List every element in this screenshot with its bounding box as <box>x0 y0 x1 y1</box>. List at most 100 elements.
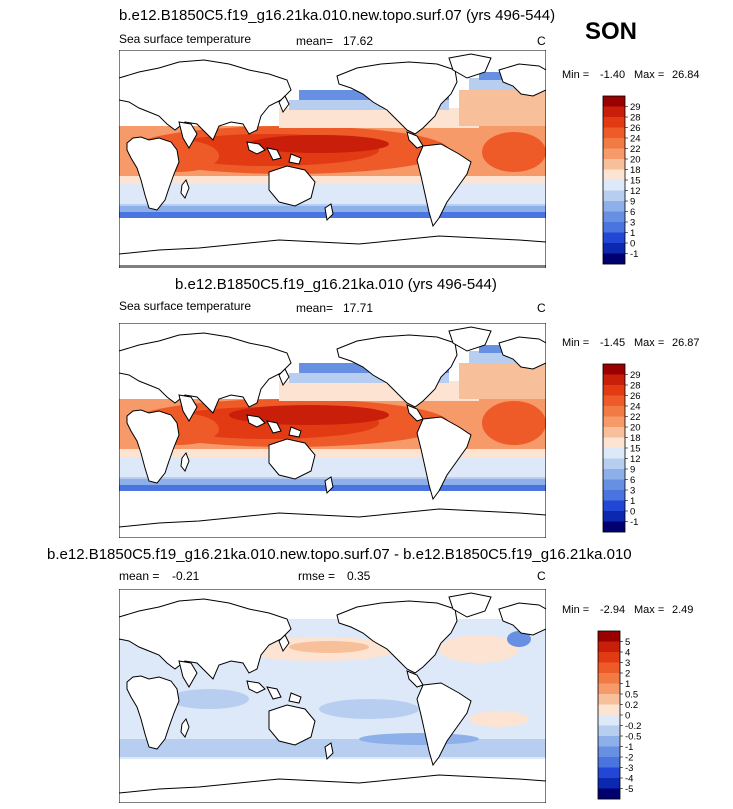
panel2-colorbar-box <box>603 479 625 491</box>
panel2-colorbar-tick-label: 9 <box>630 465 635 476</box>
panel2-mean-label: mean= <box>296 301 334 315</box>
panel3-colorbar-box <box>598 683 620 695</box>
panel3-rmse-label: rmse = <box>298 569 336 583</box>
panel1-max-label: Max = <box>634 69 665 81</box>
panel1-colorbar-tick-label: 15 <box>630 176 641 187</box>
panel3-colorbar-box <box>598 715 620 726</box>
panel1-colorbar-tick-label: 0 <box>630 239 635 250</box>
panel3-colorbar-tick-label: -2 <box>625 753 633 764</box>
panel2-units: C <box>537 301 546 315</box>
panel2-colorbar-tick-label: 24 <box>630 402 641 413</box>
panel3-colorbar-box <box>598 725 620 737</box>
panel1-colorbar-box <box>603 148 625 160</box>
panel3-colorbar-box <box>598 778 620 789</box>
panel2-colorbar-tick-label: 12 <box>630 454 641 465</box>
panel3-colorbar-tick-label: 0.5 <box>625 690 638 701</box>
panel1-mean-value: 17.62 <box>343 34 374 48</box>
panel1-colorbar-box <box>603 169 625 181</box>
panel2-colorbar-box <box>603 448 625 459</box>
panel2-colorbar-tick-label: 3 <box>630 486 635 497</box>
panel1-colorbar-tick-label: -1 <box>630 249 638 260</box>
panel1-colorbar-tick-label: 3 <box>630 218 635 229</box>
panel3-colorbar-tick-label: 2 <box>625 669 630 680</box>
panel1-map <box>119 50 546 268</box>
panel3-colorbar-tick-label: -1 <box>625 742 633 753</box>
panel2-colorbar-tick-label: 0 <box>630 507 635 518</box>
panel2-colorbar-tick-label: 18 <box>630 433 641 444</box>
panel3-colorbar-box <box>598 746 620 758</box>
panel2-colorbar-tick-label: 15 <box>630 444 641 455</box>
panel1-colorbar-box <box>603 222 625 233</box>
panel1-colorbar-tick-label: 1 <box>630 228 635 239</box>
panel1-colorbar-tick-label: 9 <box>630 197 635 208</box>
panel2-colorbar-tick-label: 6 <box>630 475 635 486</box>
panel2-colorbar-box <box>603 521 625 533</box>
panel3-colorbar-box <box>598 641 620 653</box>
panel2-colorbar-box <box>603 458 625 470</box>
panel3-colorbar-box <box>598 631 620 642</box>
panel1-min-value: -1.40 <box>600 69 626 81</box>
panel3-colorbar-tick-label: 1 <box>625 679 630 690</box>
panel3-rmse-value: 0.35 <box>347 569 371 583</box>
panel2-colorbar-tick-label: -1 <box>630 517 638 528</box>
panel3-max-label: Max = <box>634 604 665 616</box>
panel1-colorbar-box <box>603 243 625 254</box>
panel3-units: C <box>537 569 546 583</box>
panel1-units: C <box>537 34 546 48</box>
panel3-colorbar-tick-label: -0.2 <box>625 721 641 732</box>
panel3-title: b.e12.B1850C5.f19_g16.21ka.010.new.topo.… <box>47 546 632 563</box>
panel3-colorbar-box <box>598 704 620 716</box>
panel2-colorbar-tick-label: 20 <box>630 423 641 434</box>
panel3-colorbar-box <box>598 757 620 768</box>
panel2-max-label: Max = <box>634 337 665 349</box>
panel1-colorbar-box <box>603 180 625 191</box>
panel3-colorbar-tick-label: 0 <box>625 711 630 722</box>
panel3-min-value: -2.94 <box>600 604 626 616</box>
panel3-colorbar-tick-label: -3 <box>625 763 633 774</box>
panel3-colorbar-box <box>598 694 620 705</box>
panel1-colorbar-box <box>603 96 625 107</box>
panel1-max-value: 26.84 <box>672 69 700 81</box>
panel3-colorbar-tick-label: 4 <box>625 648 630 659</box>
panel3-colorbar-tick-label: -0.5 <box>625 732 641 743</box>
panel1-colorbar-box <box>603 138 625 149</box>
panel1-mean-label: mean= <box>296 34 334 48</box>
panel1-colorbar-box <box>603 232 625 244</box>
panel2-colorbar-box <box>603 385 625 396</box>
panel2-title: b.e12.B1850C5.f19_g16.21ka.010 (yrs 496-… <box>175 276 497 293</box>
panel1-min-label: Min = <box>562 69 590 81</box>
panel2-colorbar-box <box>603 416 625 428</box>
panel3-mean-value: -0.21 <box>172 569 200 583</box>
panel1-colorbar-box <box>603 117 625 128</box>
panel3-colorbar-box <box>598 662 620 674</box>
panel2-min-label: Min = <box>562 337 590 349</box>
panel2-min-value: -1.45 <box>600 337 626 349</box>
panel2-max-value: 26.87 <box>672 337 700 349</box>
panel2-colorbar-box <box>603 364 625 375</box>
panel3-colorbar-box <box>598 673 620 684</box>
panel2-colorbar-tick-label: 29 <box>630 370 641 381</box>
panel1-colorbar-tick-label: 26 <box>630 123 641 134</box>
panel2-colorbar-tick-label: 22 <box>630 412 641 423</box>
panel3-colorbar-tick-label: 5 <box>625 637 630 648</box>
panel2-colorbar-tick-label: 26 <box>630 391 641 402</box>
panel1-title: b.e12.B1850C5.f19_g16.21ka.010.new.topo.… <box>119 7 556 24</box>
panel1-colorbar-tick-label: 18 <box>630 165 641 176</box>
panel1-colorbar-box <box>603 201 625 212</box>
panel2-colorbar-box <box>603 406 625 417</box>
panel3-colorbar-tick-label: -4 <box>625 774 633 785</box>
panel1-colorbar-box <box>603 211 625 223</box>
panel1-colorbar-box <box>603 190 625 202</box>
panel2-colorbar-box <box>603 374 625 386</box>
panel3-colorbar-box <box>598 767 620 779</box>
panel1-colorbar-box <box>603 106 625 118</box>
panel1-colorbar-box <box>603 127 625 139</box>
panel1-colorbar-box <box>603 253 625 265</box>
panel3-min-label: Min = <box>562 604 590 616</box>
panel3-colorbar-box <box>598 736 620 747</box>
panel3-colorbar-tick-label: 0.2 <box>625 700 638 711</box>
